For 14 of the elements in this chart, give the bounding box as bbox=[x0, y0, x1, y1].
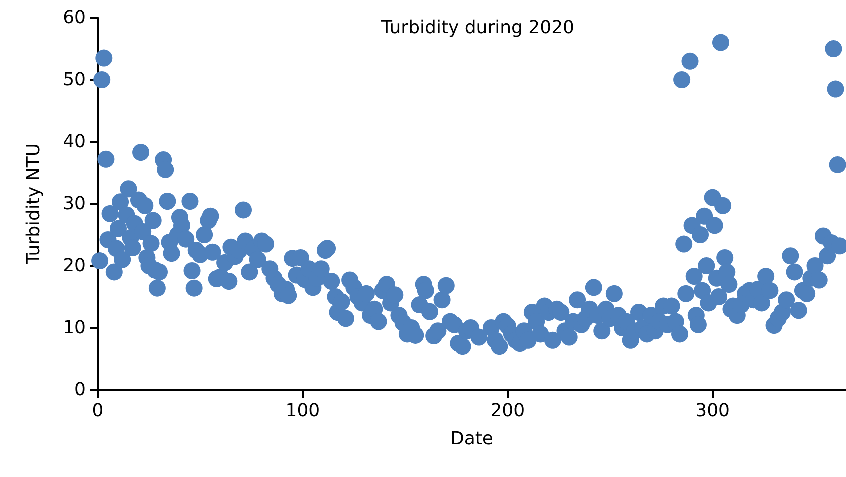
x-tick-label: 100 bbox=[286, 400, 320, 422]
x-tick-label: 200 bbox=[490, 400, 526, 422]
y-tick-label: 0 bbox=[74, 380, 86, 400]
y-tick-label: 30 bbox=[63, 194, 86, 214]
y-tick-label: 40 bbox=[63, 132, 86, 152]
y-tick-label: 10 bbox=[63, 318, 86, 338]
x-tick-label: 0 bbox=[92, 400, 104, 422]
chart-title: Turbidity during 2020 bbox=[380, 18, 574, 38]
y-axis-title: Turbidity NTU bbox=[24, 144, 44, 266]
x-tick-label: 300 bbox=[696, 400, 730, 422]
y-tick-label: 50 bbox=[63, 70, 86, 90]
y-tick-label: 60 bbox=[63, 8, 86, 28]
x-axis-title: Date bbox=[450, 428, 494, 450]
y-tick-label: 20 bbox=[63, 256, 86, 276]
